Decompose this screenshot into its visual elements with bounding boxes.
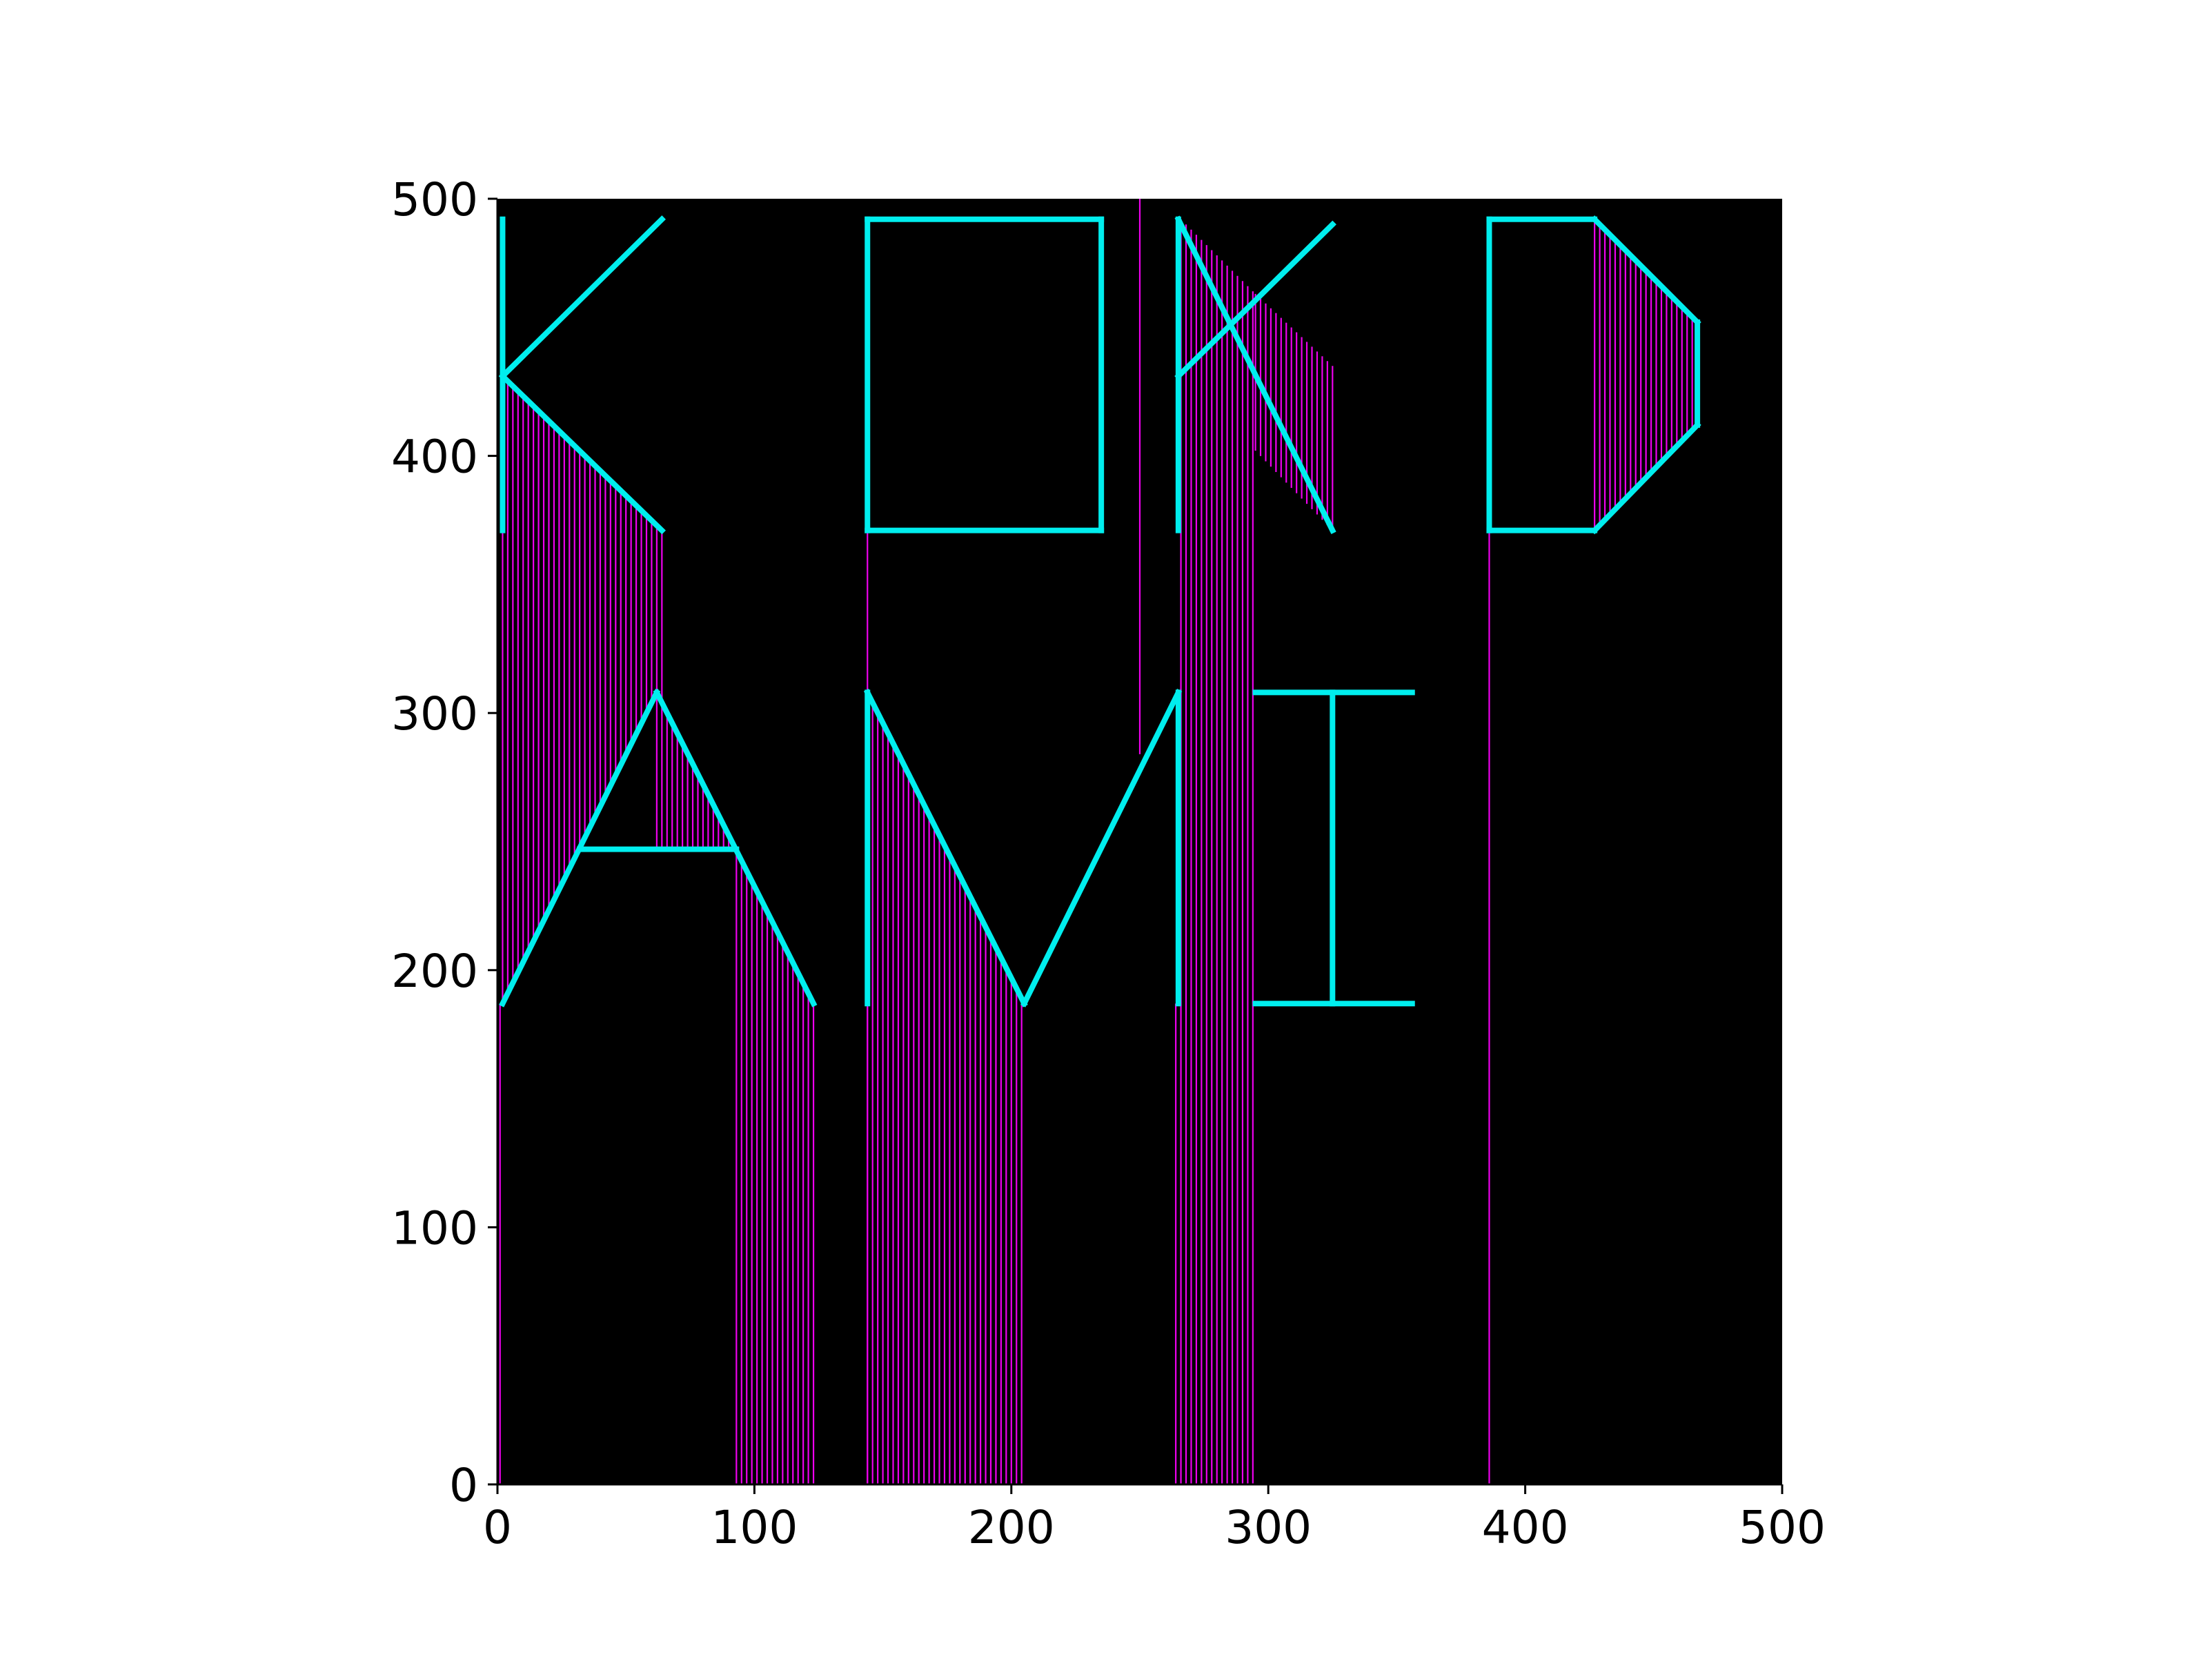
hatch-region [502,376,663,1004]
y-tick-label: 200 [391,945,478,998]
hatch-region [1180,219,1254,1484]
x-tick-label: 400 [1482,1501,1569,1554]
x-tick-label: 0 [483,1501,512,1554]
y-tick-label: 0 [449,1459,478,1512]
y-tick-label: 100 [391,1201,478,1255]
axes-layer [496,199,1782,1486]
outline-segment [1590,215,1701,326]
y-ticks: 0 100 200 300 400 500 [391,173,497,1512]
hatch-region [867,692,1023,1484]
x-tick-label: 300 [1225,1501,1312,1554]
x-tick-label: 100 [711,1501,798,1554]
outline-segment [498,372,666,535]
outline-segment [1590,421,1701,535]
outline-segment [498,215,666,380]
hatch-region [1594,219,1699,531]
outline-segment [1020,689,1183,1008]
x-ticks: 0 100 200 300 400 500 [483,1484,1826,1554]
x-tick-label: 200 [968,1501,1055,1554]
y-tick-label: 500 [391,173,478,226]
y-tick-label: 300 [391,687,478,740]
hatch-region [1254,293,1334,531]
hatch-layer [499,199,1699,1484]
outline-segment [1174,215,1336,535]
x-tick-label: 500 [1739,1501,1826,1554]
outline-segment [1174,220,1336,380]
outline-layer [498,215,1701,1008]
hatch-region [735,849,815,1484]
outline-segment [863,689,1028,1008]
hatch-region [655,692,735,850]
y-tick-label: 400 [391,431,478,484]
